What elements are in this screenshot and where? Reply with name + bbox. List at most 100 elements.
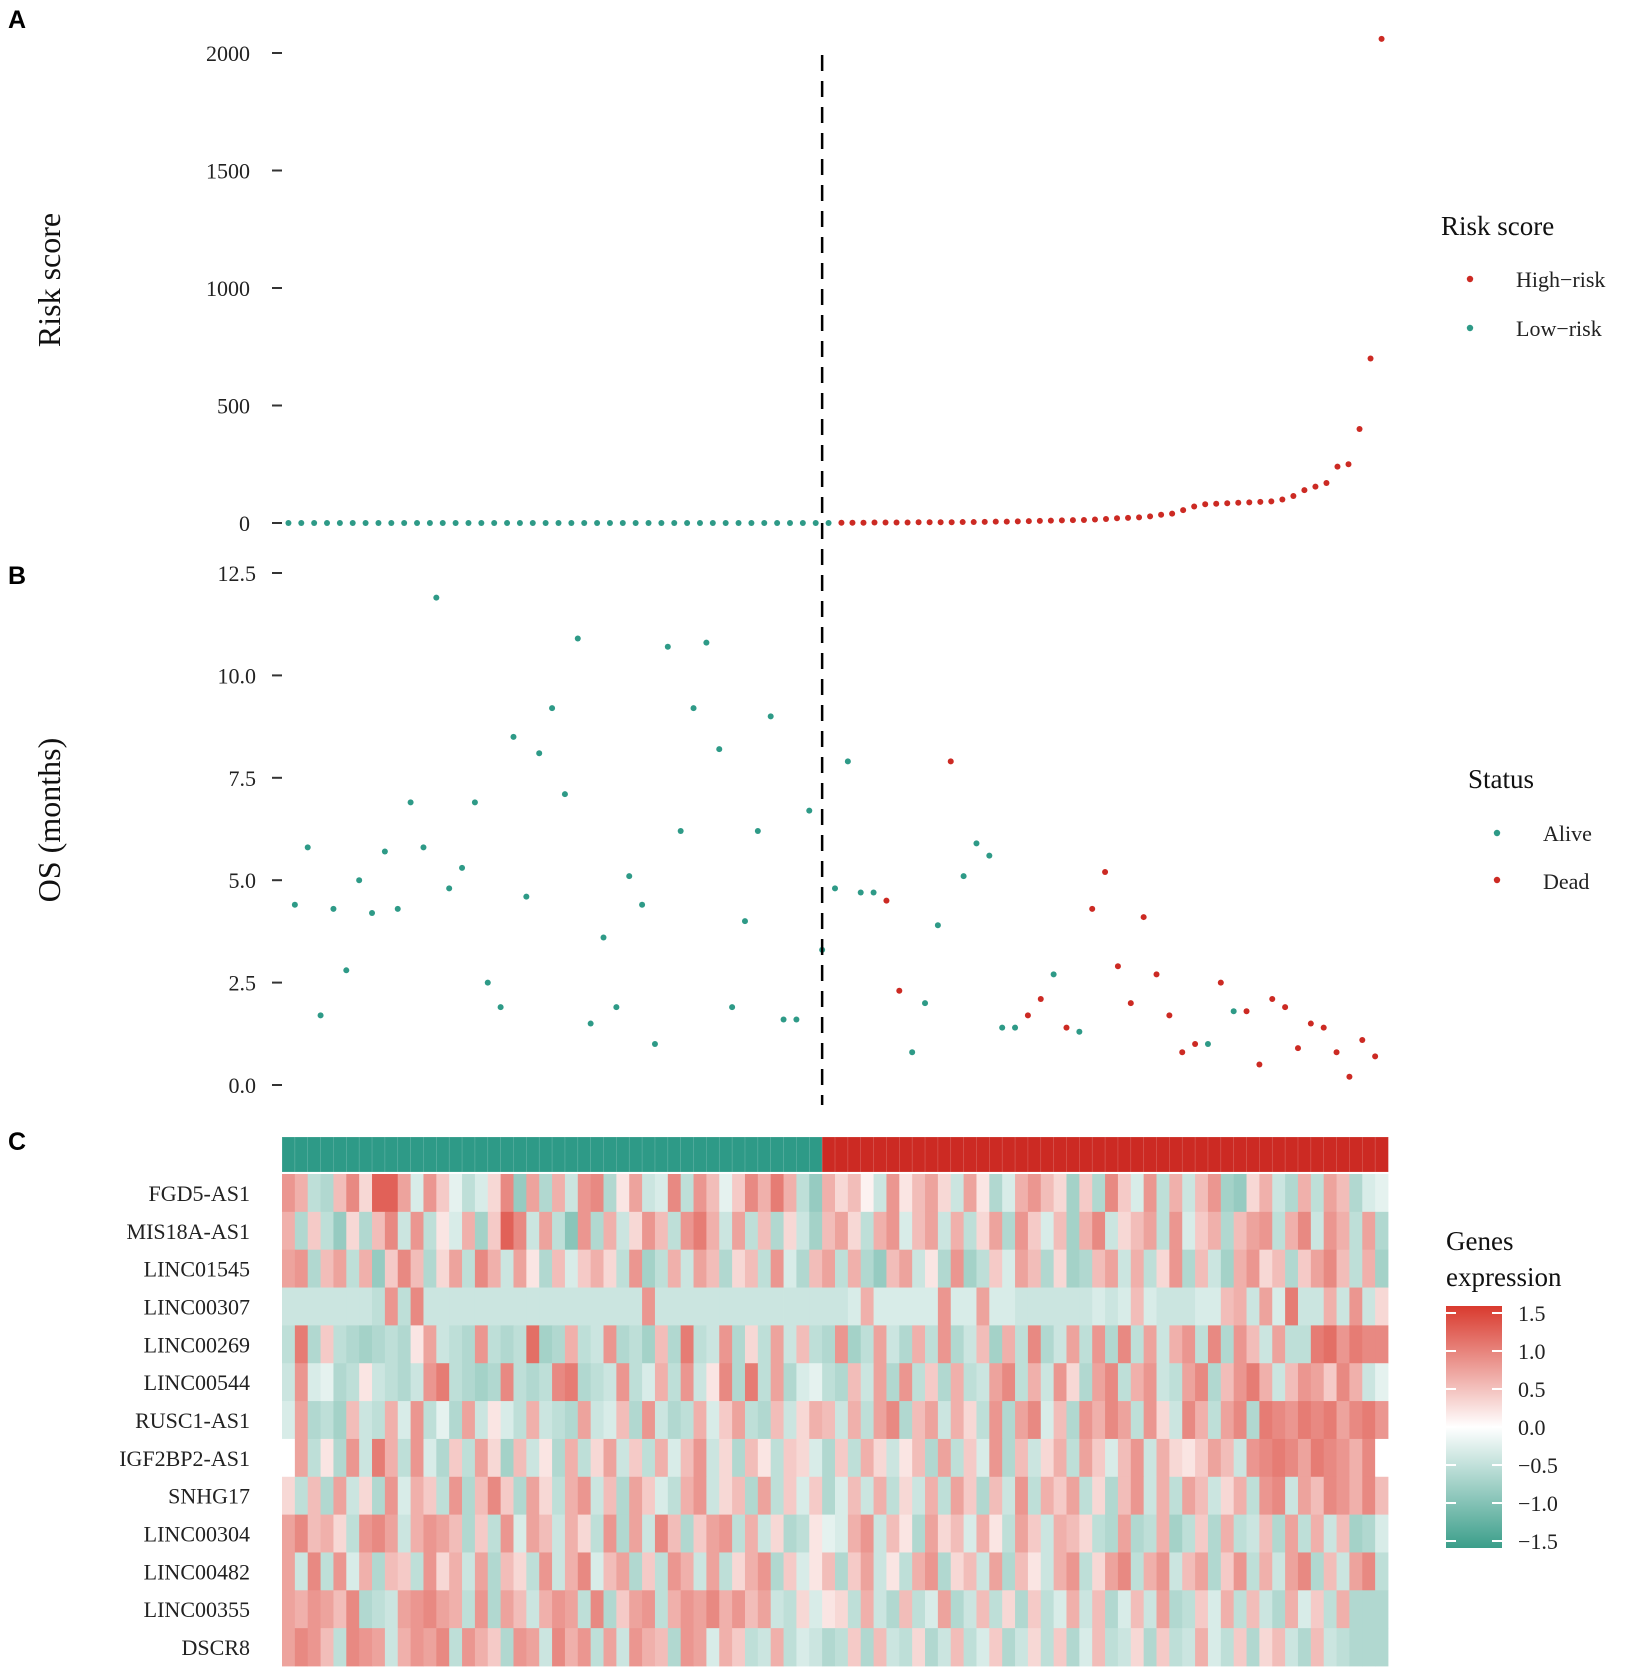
high-risk-point xyxy=(1323,480,1330,487)
heatmap-cell xyxy=(680,1211,694,1251)
heatmap-cell xyxy=(500,1476,514,1516)
heatmap-cell xyxy=(487,1514,502,1553)
heatmap-cell xyxy=(873,1438,887,1478)
heatmap-cell xyxy=(796,1476,810,1516)
heatmap-cell xyxy=(1092,1628,1106,1667)
heatmap-cell xyxy=(783,1514,797,1553)
annotation-high-cell xyxy=(924,1136,939,1173)
heatmap-cell xyxy=(282,1363,296,1402)
annotation-low-cell xyxy=(294,1136,309,1173)
low-risk-point xyxy=(722,520,729,526)
heatmap-cell xyxy=(1259,1514,1273,1553)
heatmap-cell xyxy=(1156,1249,1170,1288)
heatmap-cell xyxy=(654,1325,669,1364)
alive-point xyxy=(960,873,967,880)
heatmap-cell xyxy=(1182,1325,1196,1364)
heatmap-cell xyxy=(693,1438,707,1478)
low-risk-point xyxy=(401,520,408,526)
annotation-high-cell xyxy=(1053,1136,1068,1173)
heatmap-cell xyxy=(886,1628,900,1667)
low-risk-point xyxy=(748,520,755,526)
heatmap-cell xyxy=(937,1590,952,1629)
heatmap-cell xyxy=(372,1249,386,1288)
heatmap-cell xyxy=(732,1628,746,1667)
heatmap-cell xyxy=(642,1174,656,1213)
heatmap-cell xyxy=(410,1401,424,1440)
os-y-tick-label: 2.5 xyxy=(229,971,257,996)
heatmap-cell xyxy=(976,1401,990,1440)
heatmap-cell xyxy=(886,1363,900,1402)
heatmap-cell xyxy=(629,1438,643,1478)
heatmap-cell xyxy=(552,1325,566,1364)
heatmap-cell xyxy=(719,1363,733,1402)
heatmap-cell xyxy=(1259,1211,1273,1251)
heatmap-cell xyxy=(487,1325,502,1364)
heatmap-cell xyxy=(1362,1438,1376,1478)
heatmap-cell xyxy=(950,1438,965,1478)
heatmap-cell xyxy=(1246,1325,1260,1364)
alive-point xyxy=(832,885,838,892)
heatmap-cell xyxy=(1349,1590,1363,1629)
heatmap-cell xyxy=(1079,1287,1093,1326)
heatmap-cell xyxy=(1375,1401,1389,1440)
heatmap-cell xyxy=(783,1363,797,1402)
heatmap-cell xyxy=(732,1514,746,1553)
heatmap-cell xyxy=(1285,1552,1299,1591)
heatmap-cell xyxy=(1297,1514,1312,1553)
high-risk-point xyxy=(948,519,955,526)
heatmap-cell xyxy=(423,1211,437,1251)
low-risk-point xyxy=(452,520,459,526)
heatmap-cell xyxy=(925,1590,939,1629)
heatmap-cell xyxy=(1362,1287,1376,1326)
heatmap-cell xyxy=(860,1287,874,1326)
heatmap-cell xyxy=(822,1590,836,1629)
heatmap-cell xyxy=(294,1590,309,1629)
heatmap-cell xyxy=(912,1552,926,1591)
heatmap-cell xyxy=(1349,1552,1363,1591)
heatmap-cell xyxy=(963,1590,977,1629)
heatmap-cell xyxy=(333,1287,347,1326)
high-risk-point xyxy=(1202,501,1209,508)
heatmap-cell xyxy=(1040,1590,1055,1629)
alive-point xyxy=(549,705,556,712)
heatmap-cell xyxy=(1002,1363,1016,1402)
heatmap-cell xyxy=(642,1401,656,1440)
heatmap-cell xyxy=(770,1249,784,1288)
heatmap-cell xyxy=(732,1211,746,1251)
heatmap-cell xyxy=(307,1249,321,1288)
heatmap-cell xyxy=(783,1552,797,1591)
heatmap-cell xyxy=(282,1514,296,1553)
risk-y-tick-label: 0 xyxy=(239,511,250,536)
heatmap-cell xyxy=(616,1401,630,1440)
heatmap-cell xyxy=(1285,1325,1299,1364)
heatmap-cell xyxy=(513,1438,527,1478)
heatmap-cell xyxy=(770,1363,784,1402)
heatmap-cell xyxy=(564,1249,579,1288)
heatmap-cell xyxy=(809,1174,823,1213)
heatmap-cell xyxy=(706,1211,720,1251)
heatmap-cell xyxy=(937,1174,952,1213)
heatmap-cell xyxy=(796,1590,810,1629)
heatmap-cell xyxy=(384,1514,399,1553)
heatmap-cell xyxy=(847,1476,862,1516)
annotation-low-cell xyxy=(731,1136,746,1173)
heatmap-cell xyxy=(590,1211,604,1251)
heatmap-cell xyxy=(809,1363,823,1402)
heatmap-cell xyxy=(1040,1401,1055,1440)
heatmap-cell xyxy=(667,1249,682,1288)
heatmap-cell xyxy=(1105,1249,1119,1288)
dead-point xyxy=(1089,905,1096,912)
heatmap-cell xyxy=(1066,1325,1080,1364)
heatmap-cell xyxy=(1349,1325,1363,1364)
alive-point xyxy=(561,791,568,798)
low-risk-point xyxy=(696,520,703,526)
heatmap-cell xyxy=(873,1211,887,1251)
os-y-tick-label: 0.0 xyxy=(229,1073,257,1098)
heatmap-cell xyxy=(719,1438,733,1478)
annotation-high-cell xyxy=(847,1136,862,1173)
heatmap-cell xyxy=(1336,1287,1350,1326)
heatmap-cell xyxy=(1349,1628,1363,1667)
heatmap-cell xyxy=(1002,1514,1016,1553)
heatmap-cell xyxy=(1207,1174,1222,1213)
heatmap-cell xyxy=(1207,1476,1222,1516)
